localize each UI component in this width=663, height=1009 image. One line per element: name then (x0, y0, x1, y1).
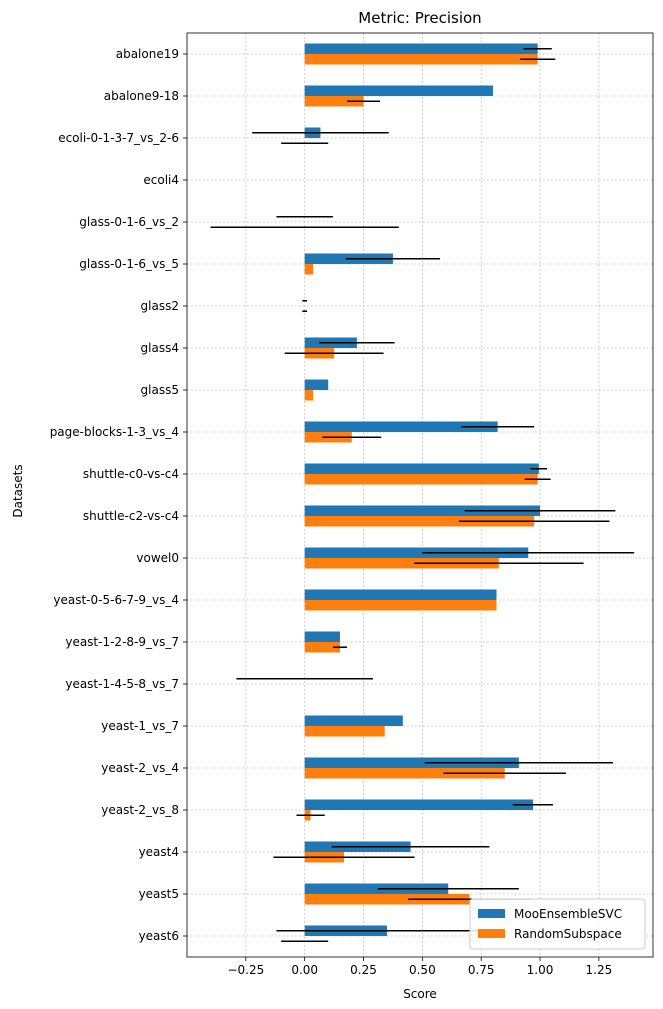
legend-box (469, 898, 646, 950)
y-tick-label-yeast-2-vs-4: yeast-2_vs_4 (101, 761, 179, 775)
bar-mooensemblesvc-shuttle-c2-vs-c4 (304, 505, 541, 516)
bar-mooensemblesvc-yeast-1-2-8-9-vs-7 (304, 631, 340, 642)
x-axis-label: Score (403, 987, 437, 1001)
bar-randomsubspace-shuttle-c2-vs-c4 (304, 516, 535, 527)
bar-randomsubspace-shuttle-c0-vs-c4 (304, 474, 538, 485)
legend-swatch-randomsubspace (478, 929, 505, 938)
bar-randomsubspace-glass-0-1-6-vs-5 (304, 264, 314, 275)
x-tick-label: −0.25 (227, 963, 264, 977)
bar-randomsubspace-glass5 (304, 390, 314, 401)
y-tick-label-glass5: glass5 (141, 383, 179, 397)
bar-randomsubspace-abalone19 (304, 54, 538, 65)
x-tick-label: 0.00 (291, 963, 318, 977)
y-tick-label-yeast6: yeast6 (139, 929, 179, 943)
bar-randomsubspace-vowel0 (304, 558, 499, 569)
y-tick-label-glass-0-1-6-vs-5: glass-0-1-6_vs_5 (79, 257, 179, 271)
y-tick-label-page-blocks-1-3-vs-4: page-blocks-1-3_vs_4 (50, 425, 179, 439)
bar-randomsubspace-yeast5 (304, 894, 470, 905)
y-tick-label-yeast-0-5-6-7-9-vs-4: yeast-0-5-6-7-9_vs_4 (53, 593, 179, 607)
bar-mooensemblesvc-yeast5 (304, 883, 449, 894)
y-tick-label-yeast-1-vs-7: yeast-1_vs_7 (101, 719, 179, 733)
y-tick-label-yeast4: yeast4 (139, 845, 179, 859)
bar-mooensemblesvc-yeast-2-vs-4 (304, 757, 519, 768)
bar-mooensemblesvc-yeast-2-vs-8 (304, 799, 533, 810)
x-tick-label: 0.50 (409, 963, 436, 977)
y-tick-label-yeast5: yeast5 (139, 887, 179, 901)
bar-mooensemblesvc-shuttle-c0-vs-c4 (304, 463, 539, 474)
y-tick-label-shuttle-c2-vs-c4: shuttle-c2-vs-c4 (83, 509, 179, 523)
bar-randomsubspace-abalone9-18 (304, 96, 364, 107)
bar-mooensemblesvc-yeast-1-vs-7 (304, 715, 403, 726)
y-tick-label-yeast-2-vs-8: yeast-2_vs_8 (101, 803, 179, 817)
bar-randomsubspace-yeast-1-vs-7 (304, 726, 385, 737)
bar-randomsubspace-yeast-2-vs-4 (304, 768, 505, 779)
legend-swatch-mooensemblesvc (478, 909, 505, 918)
grid-layer (187, 33, 653, 957)
y-tick-label-yeast-1-4-5-8-vs-7: yeast-1-4-5-8_vs_7 (65, 677, 179, 691)
y-tick-label-shuttle-c0-vs-c4: shuttle-c0-vs-c4 (83, 467, 179, 481)
plot-frame (186, 32, 654, 958)
bar-randomsubspace-yeast-0-5-6-7-9-vs-4 (304, 600, 497, 611)
y-tick-label-ecoli-0-1-3-7-vs-2-6: ecoli-0-1-3-7_vs_2-6 (58, 131, 179, 145)
bar-mooensemblesvc-page-blocks-1-3-vs-4 (304, 421, 498, 432)
y-tick-label-yeast-1-2-8-9-vs-7: yeast-1-2-8-9_vs_7 (65, 635, 179, 649)
bar-mooensemblesvc-vowel0 (304, 547, 529, 558)
y-tick-label-glass4: glass4 (141, 341, 179, 355)
axes-layer: −0.25 0.00 0.25 0.50 0.75 1.00 1.25 abalone19 ab… (50, 32, 654, 977)
x-tick-label: 1.00 (527, 963, 554, 977)
legend-label-randomsubspace: RandomSubspace (514, 927, 622, 941)
chart-title: Metric: Precision (358, 9, 481, 27)
y-tick-label-glass2: glass2 (141, 299, 179, 313)
y-tick-label-ecoli4: ecoli4 (143, 173, 179, 187)
y-tick-label-abalone9-18: abalone9-18 (104, 89, 179, 103)
bar-randomsubspace-yeast-1-2-8-9-vs-7 (304, 642, 340, 653)
legend-label-mooensemblesvc: MooEnsembleSVC (514, 907, 622, 921)
bar-mooensemblesvc-abalone19 (304, 43, 538, 54)
y-tick-label-abalone19: abalone19 (116, 47, 179, 61)
error-bars-layer (210, 47, 635, 943)
bar-mooensemblesvc-glass5 (304, 379, 329, 390)
bar-mooensemblesvc-yeast-0-5-6-7-9-vs-4 (304, 589, 497, 600)
y-tick-label-vowel0: vowel0 (136, 551, 179, 565)
bar-mooensemblesvc-abalone9-18 (304, 85, 493, 96)
y-tick-label-glass-0-1-6-vs-2: glass-0-1-6_vs_2 (79, 215, 179, 229)
x-tick-label: 1.25 (586, 963, 613, 977)
y-axis-label: Datasets (11, 464, 25, 517)
x-tick-label: 0.25 (350, 963, 377, 977)
legend: MooEnsembleSVC RandomSubspace (469, 898, 646, 950)
x-tick-label: 0.75 (468, 963, 495, 977)
